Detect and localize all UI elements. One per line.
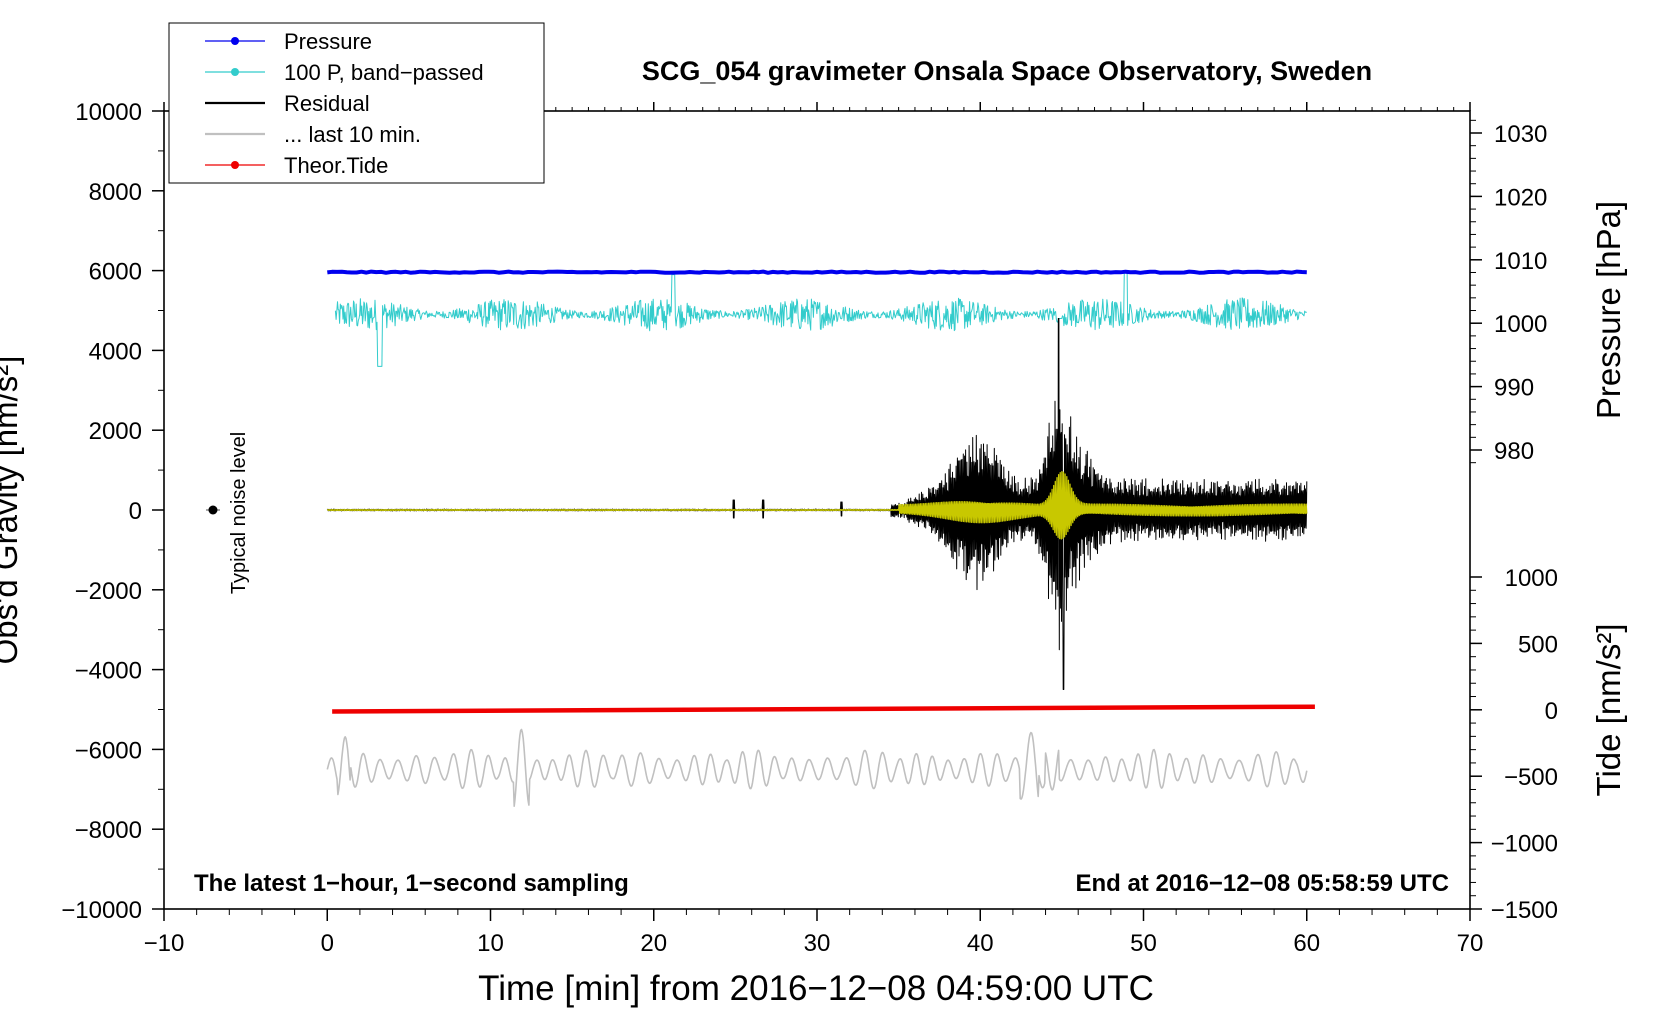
pressure-tick-label: 1010	[1494, 248, 1547, 275]
y-tick-label: 4000	[89, 338, 142, 365]
series-residual	[326, 318, 1308, 690]
y-tick-label: 10000	[75, 99, 142, 126]
pressure-tick-label: 1000	[1494, 311, 1547, 338]
tide-tick-label: 0	[1545, 698, 1558, 725]
series-theor-tide	[332, 704, 1315, 714]
y-axis-tide: 1000 500 0 −500 −1000 −1500	[1470, 565, 1558, 924]
series-band-passed	[334, 270, 1307, 367]
legend: Pressure 100 P, band−passed Residual ... la…	[168, 22, 545, 184]
chart-title: SCG_054 gravimeter Onsala Space Observat…	[642, 56, 1372, 86]
x-tick-label: 10	[477, 930, 504, 957]
y-tick-label: −2000	[75, 578, 142, 605]
x-tick-label: −10	[144, 930, 185, 957]
x-axis-label: Time [min] from 2016−12−08 04:59:00 UTC	[478, 969, 1154, 1008]
x-tick-label: 50	[1130, 930, 1157, 957]
noise-level-point	[208, 505, 218, 515]
tide-tick-label: −500	[1504, 764, 1558, 791]
tide-tick-label: 500	[1518, 631, 1558, 658]
y-axis-left: 10000 8000 6000 4000 2000 0 −2000 −4000 −6000 −80…	[61, 99, 164, 924]
legend-label: Theor.Tide	[284, 153, 388, 178]
legend-label: Residual	[284, 91, 370, 116]
tide-tick-label: −1500	[1491, 897, 1558, 924]
y-tick-label: −4000	[75, 658, 142, 685]
bottom-right-note: End at 2016−12−08 05:58:59 UTC	[1075, 870, 1449, 897]
y-tick-label: −10000	[61, 897, 142, 924]
pressure-tick-label: 1020	[1494, 184, 1547, 211]
y-tick-label: 6000	[89, 259, 142, 286]
x-axis: −10 0 10 20 30 40 50 60 70	[144, 102, 1484, 957]
pressure-tick-label: 1030	[1494, 121, 1547, 148]
legend-marker	[231, 37, 239, 45]
pressure-tick-label: 980	[1494, 438, 1534, 465]
tide-tick-label: 1000	[1505, 565, 1558, 592]
legend-marker	[231, 68, 239, 76]
noise-level-label: Typical noise level	[228, 432, 250, 594]
y-tick-label: 0	[129, 498, 142, 525]
legend-label: ... last 10 min.	[284, 122, 421, 147]
y-axis-pressure: 1030 1020 1010 1000 990 980	[1470, 119, 1547, 465]
y-tick-label: −8000	[75, 817, 142, 844]
y-tick-label: 8000	[89, 179, 142, 206]
legend-marker	[231, 161, 239, 169]
x-tick-label: 60	[1293, 930, 1320, 957]
legend-label: 100 P, band−passed	[284, 60, 484, 85]
y-axis-left-label: Obs'd Gravity [nm/s²]	[0, 356, 24, 665]
x-tick-label: 70	[1457, 930, 1484, 957]
y-tick-label: −6000	[75, 737, 142, 764]
pressure-tick-label: 990	[1494, 375, 1534, 402]
x-tick-label: 30	[804, 930, 831, 957]
series-pressure	[327, 269, 1307, 275]
x-tick-label: 40	[967, 930, 994, 957]
y-axis-pressure-label: Pressure [hPa]	[1590, 201, 1627, 419]
bottom-left-note: The latest 1−hour, 1−second sampling	[194, 870, 629, 897]
legend-label: Pressure	[284, 29, 372, 54]
series-layer	[205, 269, 1315, 808]
x-tick-label: 20	[640, 930, 667, 957]
series-residual-filtered	[326, 471, 1308, 540]
y-axis-tide-label: Tide [nm/s²]	[1590, 624, 1627, 797]
series-last-10-min	[326, 728, 1308, 808]
tide-tick-label: −1000	[1491, 831, 1558, 858]
y-tick-label: 2000	[89, 418, 142, 445]
x-tick-label: 0	[321, 930, 334, 957]
